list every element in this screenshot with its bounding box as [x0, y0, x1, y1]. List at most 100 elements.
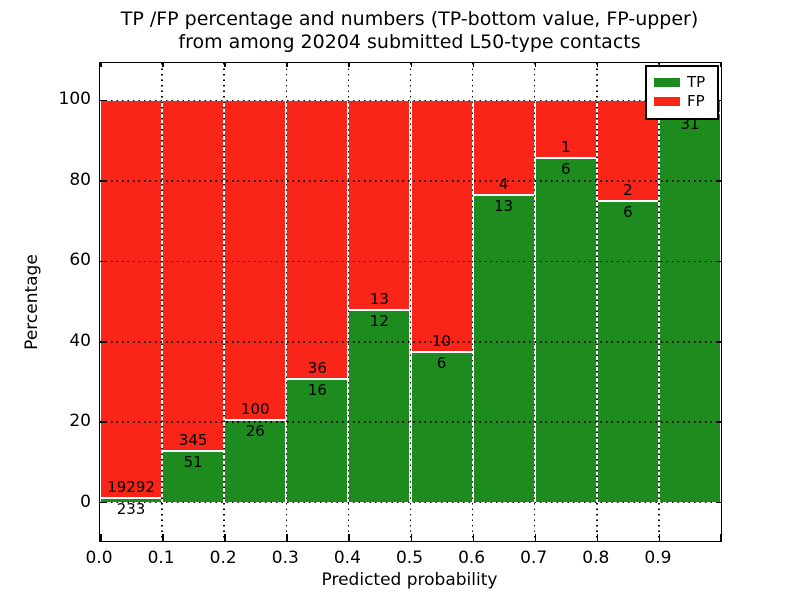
v-gridline	[658, 63, 660, 541]
tp-count-label: 51	[183, 452, 203, 471]
fp-bar-segment	[100, 100, 163, 498]
y-tick	[100, 180, 107, 182]
fp-bar-segment	[162, 100, 225, 451]
fp-bar-segment	[348, 100, 411, 310]
v-gridline	[347, 63, 350, 541]
x-tick	[286, 534, 288, 541]
x-tick-label: 0.6	[458, 548, 486, 568]
x-tick	[596, 63, 599, 67]
legend-label-fp: FP	[687, 92, 705, 110]
h-gridline	[100, 421, 721, 423]
y-tick-label: 40	[69, 330, 91, 351]
tp-bar-segment	[348, 309, 411, 503]
x-tick-label: 0.2	[209, 548, 237, 568]
x-tick-label: 0.7	[520, 548, 548, 568]
y-tick	[100, 99, 107, 102]
fp-count-label: 1	[560, 137, 571, 156]
y-tick	[717, 260, 721, 263]
x-tick	[286, 63, 288, 67]
h-gridline	[100, 501, 721, 504]
tp-bar-segment	[658, 112, 721, 503]
y-tick	[717, 99, 721, 102]
tp-count-label: 13	[494, 197, 514, 216]
tp-count-label: 12	[369, 311, 389, 330]
plot-area: 19292 233 345 51 100 26 36 16 13 12 10 6 4 13 1 6 2 6 31	[99, 62, 722, 542]
x-tick-label: 0.3	[271, 548, 299, 568]
x-tick	[100, 63, 102, 67]
x-tick-label: 0.5	[395, 548, 424, 568]
tp-bar-segment	[534, 157, 597, 503]
fp-count-label: 2	[623, 180, 633, 199]
fp-bar-segment	[410, 100, 473, 352]
chart-title-line1: TP /FP percentage and numbers (TP-bottom…	[120, 8, 699, 30]
h-gridline	[100, 260, 721, 263]
legend-swatch-fp-icon	[654, 97, 680, 106]
h-gridline	[100, 180, 721, 182]
x-tick	[472, 534, 475, 541]
y-tick	[717, 341, 721, 343]
y-axis-label: Percentage	[22, 254, 42, 350]
y-tick-label: 20	[69, 411, 91, 432]
y-tick	[100, 501, 107, 504]
fp-count-label: 4	[498, 175, 509, 194]
tp-bar-segment	[472, 195, 535, 503]
legend-entry-fp: FP	[654, 93, 710, 110]
h-gridline	[100, 341, 721, 343]
x-tick	[410, 534, 412, 541]
h-gridline	[100, 99, 721, 102]
fp-count-label: 100	[240, 399, 270, 418]
y-tick	[717, 501, 721, 504]
y-tick-label: 100	[58, 89, 91, 110]
tp-count-label: 6	[560, 159, 571, 178]
x-tick	[534, 534, 537, 541]
legend-swatch-tp-icon	[654, 78, 680, 87]
v-gridline	[285, 63, 288, 541]
x-tick	[224, 534, 226, 541]
x-tick	[100, 534, 102, 541]
v-gridline	[161, 63, 163, 541]
x-tick-label: 0.8	[582, 548, 610, 568]
tp-count-label: 233	[116, 499, 146, 518]
fp-count-label: 13	[369, 289, 389, 308]
tp-count-label: 6	[436, 353, 447, 372]
x-tick	[348, 63, 350, 67]
x-tick	[348, 534, 350, 541]
y-tick	[100, 341, 107, 343]
tp-bar-segment	[410, 351, 473, 503]
legend: TP FP	[645, 65, 719, 120]
tp-count-label: 26	[245, 421, 265, 440]
v-gridline	[471, 63, 474, 541]
tp-count-label: 6	[623, 202, 633, 221]
chart-title-line2: from among 20204 submitted L50-type cont…	[178, 31, 641, 53]
x-tick-label: 0.9	[644, 548, 672, 568]
tp-count-label: 16	[307, 380, 327, 399]
y-tick	[100, 421, 107, 423]
y-tick	[717, 421, 721, 423]
v-gridline	[409, 63, 412, 541]
v-gridline	[533, 63, 536, 541]
x-tick-label: 0.0	[85, 548, 113, 568]
legend-entry-tp: TP	[654, 74, 710, 91]
legend-label-tp: TP	[687, 73, 706, 91]
fp-bar-segment	[286, 100, 349, 379]
x-tick-label: 0.1	[147, 548, 175, 568]
x-tick	[719, 63, 721, 67]
y-tick	[717, 180, 721, 182]
x-tick	[534, 63, 537, 67]
x-tick	[162, 63, 164, 67]
v-gridline	[596, 63, 598, 541]
y-tick-label: 0	[80, 491, 91, 512]
x-tick-label: 0.4	[333, 548, 361, 568]
x-axis-label: Predicted probability	[321, 570, 498, 590]
y-tick-label: 60	[69, 250, 91, 271]
x-tick	[224, 63, 226, 67]
x-tick	[410, 63, 412, 67]
x-tick	[472, 63, 475, 67]
fp-count-label: 19292	[107, 477, 155, 496]
v-gridline	[223, 63, 225, 541]
y-tick-label: 80	[69, 169, 91, 190]
x-tick	[658, 534, 661, 541]
tp-bar-segment	[596, 200, 659, 503]
x-tick	[162, 534, 164, 541]
